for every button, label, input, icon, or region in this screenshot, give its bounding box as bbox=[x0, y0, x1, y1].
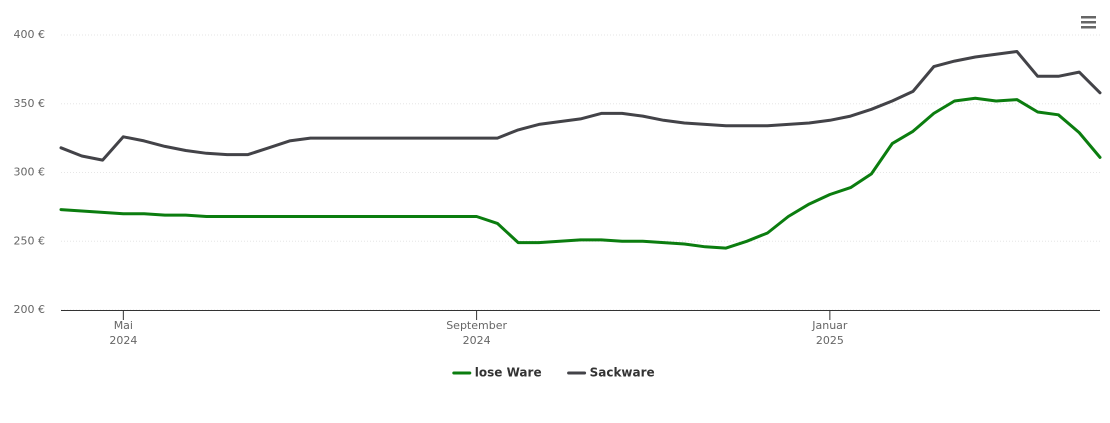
menu-button[interactable] bbox=[1081, 16, 1096, 29]
y-tick-label: 250 € bbox=[14, 234, 46, 247]
x-tick-label: September 2024 bbox=[446, 319, 507, 347]
legend: lose Ware Sackware bbox=[452, 366, 655, 380]
series-line bbox=[59, 96, 1102, 250]
x-tick-label: Januar 2025 bbox=[811, 319, 848, 347]
x-tick-label: Mai 2024 bbox=[109, 319, 137, 347]
legend-label: Sackware bbox=[590, 366, 655, 380]
y-tick-label: 300 € bbox=[14, 166, 46, 179]
legend-label: lose Ware bbox=[475, 366, 542, 380]
y-tick-label: 350 € bbox=[14, 97, 46, 110]
series-line bbox=[59, 50, 1102, 162]
menu-bar bbox=[1081, 21, 1096, 24]
y-tick-label: 400 € bbox=[14, 28, 46, 41]
menu-bar bbox=[1081, 16, 1096, 19]
menu-bar bbox=[1081, 26, 1096, 29]
y-tick-label: 200 € bbox=[14, 303, 46, 316]
